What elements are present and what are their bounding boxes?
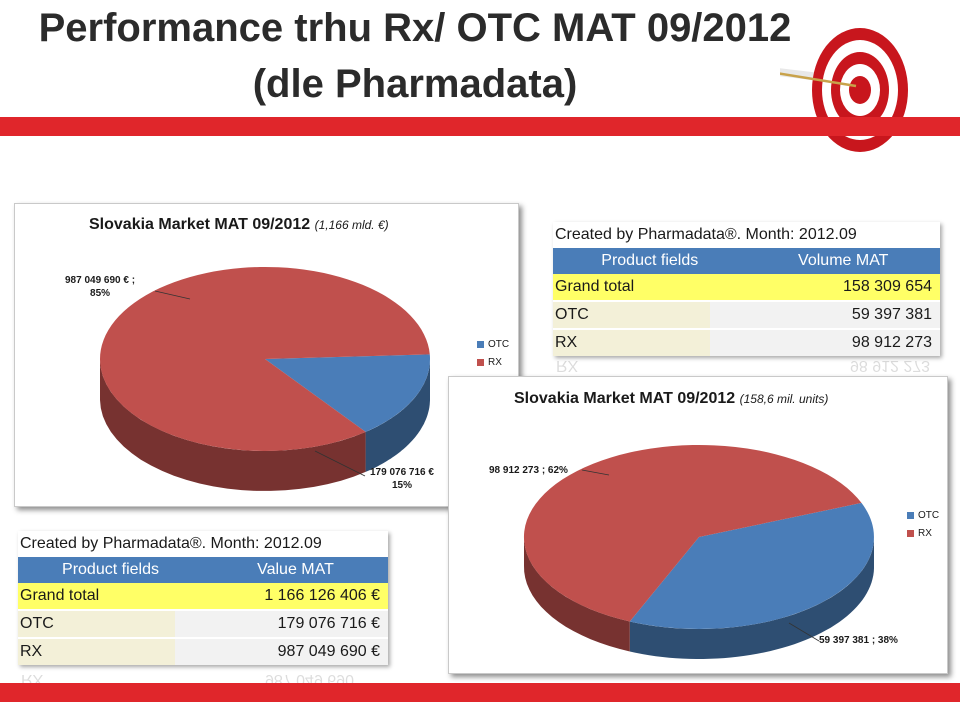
dart-icon: [780, 72, 857, 88]
legend-swatch-otc: [477, 340, 484, 348]
reflection-rx-volume: RX: [556, 357, 579, 374]
legend-item-rx: RX: [907, 524, 939, 542]
row-label: Grand total: [555, 278, 635, 295]
row-label: Grand total: [20, 587, 100, 604]
column-header: Product fields: [601, 252, 699, 269]
table-row: RX 98 912 273: [553, 330, 940, 356]
pie-chart-value: [100, 266, 431, 491]
row-value: 59 397 381: [710, 302, 940, 328]
reflection-rx-volume-value: 98 912 273: [850, 357, 931, 374]
table-row: OTC 59 397 381: [553, 302, 940, 328]
table-row-grand-total: Grand total 158 309 654: [553, 274, 940, 300]
footer-red-bar: [0, 683, 960, 702]
column-header: Product fields: [62, 561, 159, 578]
legend-swatch-otc: [907, 511, 914, 519]
slide-title: Performance trhu Rx/ OTC MAT 09/2012 (dl…: [0, 0, 830, 112]
pie-side-otc: [629, 538, 874, 659]
legend-item-otc: OTC: [477, 335, 509, 353]
pie-side-rx: [524, 535, 630, 652]
row-value: 179 076 716 €: [175, 611, 388, 637]
table-caption: Created by Pharmadata®. Month: 2012.09: [555, 226, 857, 243]
row-label: OTC: [18, 611, 175, 637]
row-label: OTC: [553, 302, 710, 328]
pie-slice-rx: [523, 444, 862, 622]
table-header: Product fields Value MAT: [18, 557, 388, 583]
pie-slice-rx: [100, 266, 430, 451]
table-value: Created by Pharmadata®. Month: 2012.09 P…: [18, 531, 388, 665]
data-label-rx: 98 912 273 ; 62%: [489, 465, 568, 476]
pie-side-rx: [100, 360, 366, 491]
table-row: OTC 179 076 716 €: [18, 611, 388, 637]
row-value: 987 049 690 €: [175, 639, 388, 665]
chart-value-title: Slovakia Market MAT 09/2012 (1,166 mld. …: [89, 216, 389, 233]
table-row: RX 987 049 690 €: [18, 639, 388, 665]
pie-slice-otc: [629, 502, 874, 629]
legend-swatch-rx: [477, 358, 484, 366]
table-row-grand-total: Grand total 1 166 126 406 €: [18, 583, 388, 609]
target-icon: [780, 28, 908, 152]
row-value: 98 912 273: [710, 330, 940, 356]
row-value: 158 309 654: [843, 278, 932, 295]
column-header: Volume MAT: [798, 252, 889, 269]
legend-item-rx: RX: [477, 353, 509, 371]
leader-line: [788, 622, 820, 642]
data-label-rx: 987 049 690 € ; 85%: [65, 275, 136, 299]
legend-volume: OTC RX: [907, 506, 939, 542]
table-caption: Created by Pharmadata®. Month: 2012.09: [20, 535, 322, 552]
legend-item-otc: OTC: [907, 506, 939, 524]
legend-swatch-rx: [907, 529, 914, 537]
slide-title-line1: Performance trhu Rx/ OTC MAT 09/2012: [38, 6, 792, 50]
row-label: RX: [553, 330, 710, 356]
row-value: 1 166 126 406 €: [264, 587, 380, 604]
column-header: Value MAT: [257, 561, 334, 578]
slide-title-line2: (dle Pharmadata): [252, 62, 578, 106]
pie-chart-volume: [523, 444, 874, 659]
data-label-otc: 59 397 381 ; 38%: [819, 635, 898, 646]
leader-line: [314, 450, 366, 477]
chart-value: Slovakia Market MAT 09/2012 (1,166 mld. …: [14, 203, 519, 507]
leader-line: [154, 290, 191, 300]
row-label: RX: [18, 639, 175, 665]
pie-slice-otc: [265, 354, 431, 432]
chart-volume-title: Slovakia Market MAT 09/2012 (158,6 mil. …: [514, 390, 829, 407]
legend-value: OTC RX: [477, 335, 509, 371]
leader-line: [581, 469, 610, 476]
chart-volume: Slovakia Market MAT 09/2012 (158,6 mil. …: [448, 376, 948, 674]
data-label-otc: 179 076 716 € 15%: [370, 467, 434, 491]
table-volume: Created by Pharmadata®. Month: 2012.09 P…: [553, 222, 940, 356]
pie-side-otc: [365, 357, 430, 472]
table-header: Product fields Volume MAT: [553, 248, 940, 274]
header-red-bar: [0, 117, 960, 136]
